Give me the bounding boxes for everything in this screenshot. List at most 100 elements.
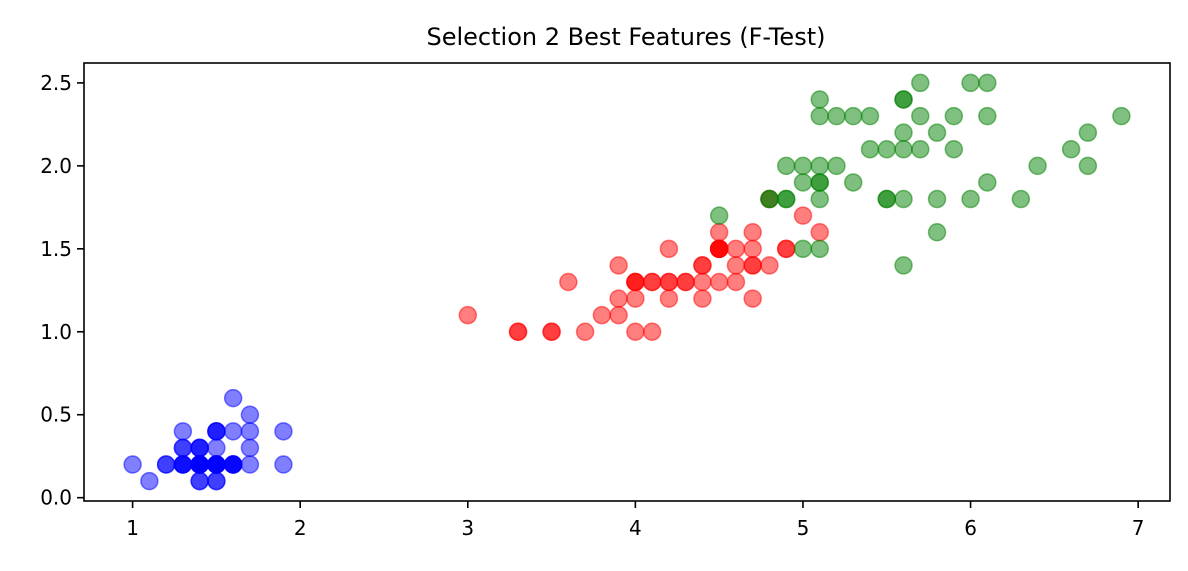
data-point	[207, 422, 226, 441]
data-point	[844, 106, 863, 126]
data-point	[860, 106, 880, 126]
data-point	[726, 272, 746, 292]
data-point	[760, 189, 779, 209]
y-tick-label: 2.0	[40, 154, 72, 178]
data-point	[810, 90, 829, 109]
data-point	[240, 455, 260, 474]
y-tick-label: 1.0	[40, 320, 72, 344]
data-point	[793, 173, 813, 192]
data-point	[609, 289, 628, 308]
data-point	[793, 206, 813, 225]
data-point	[190, 471, 209, 491]
data-point	[894, 256, 913, 275]
data-point	[894, 123, 913, 142]
x-tick-label: 4	[629, 516, 642, 540]
data-point	[978, 106, 997, 126]
data-point	[726, 256, 746, 275]
data-point	[860, 140, 880, 159]
data-point	[274, 455, 293, 474]
data-point	[140, 471, 159, 491]
x-tick-label: 6	[964, 516, 977, 540]
data-point	[911, 106, 930, 126]
data-point	[1078, 123, 1098, 142]
data-point	[1078, 156, 1098, 176]
data-point	[1028, 156, 1047, 176]
x-tick-label: 3	[461, 516, 474, 540]
data-point	[894, 189, 913, 209]
data-point	[693, 272, 712, 292]
data-point	[659, 289, 679, 308]
data-point	[810, 222, 829, 242]
data-point	[911, 140, 930, 159]
data-point	[609, 256, 628, 275]
data-point	[207, 455, 226, 474]
x-tick-label: 2	[294, 516, 307, 540]
data-point	[793, 156, 813, 176]
data-point	[223, 455, 243, 474]
data-point	[743, 222, 762, 242]
x-tick-label: 1	[126, 516, 139, 540]
data-point	[190, 438, 209, 458]
data-point	[190, 455, 209, 474]
data-point	[659, 239, 679, 259]
data-point	[173, 438, 193, 458]
data-point	[575, 322, 595, 342]
data-point	[709, 206, 729, 225]
data-point	[810, 189, 829, 209]
data-point	[927, 123, 947, 142]
data-point	[240, 422, 260, 441]
data-point	[156, 455, 176, 474]
data-point	[793, 239, 813, 259]
data-point	[207, 471, 226, 491]
data-point	[844, 173, 863, 192]
data-point	[894, 90, 913, 109]
data-point	[709, 272, 729, 292]
data-point	[1011, 189, 1031, 209]
y-tick-label: 0.5	[40, 403, 72, 427]
data-point	[776, 189, 796, 209]
data-point	[626, 272, 645, 292]
data-point	[877, 189, 897, 209]
data-point	[743, 289, 762, 308]
points-layer	[123, 73, 1131, 491]
x-axis: 1 2 3 4 5 6 7	[126, 501, 1145, 540]
data-point	[978, 173, 997, 192]
y-tick-label: 1.5	[40, 237, 72, 261]
data-point	[458, 305, 478, 325]
y-axis: 0.0 0.5 1.0 1.5 2.0 2.5	[40, 71, 84, 510]
data-point	[626, 322, 645, 342]
data-point	[240, 438, 260, 458]
y-tick-label: 0.0	[40, 486, 72, 510]
data-point	[743, 256, 762, 275]
data-point	[240, 405, 260, 424]
data-point	[944, 140, 964, 159]
data-point	[1061, 140, 1081, 159]
data-point	[626, 289, 645, 308]
data-point	[609, 305, 628, 325]
data-point	[123, 455, 142, 474]
data-point	[642, 272, 662, 292]
data-point	[927, 189, 947, 209]
data-point	[776, 239, 796, 259]
data-point	[676, 272, 695, 292]
data-point	[894, 140, 913, 159]
x-tick-label: 5	[797, 516, 810, 540]
data-point	[592, 305, 612, 325]
plot-frame	[83, 62, 1171, 502]
data-point	[223, 388, 243, 408]
data-point	[173, 455, 193, 474]
data-point	[810, 156, 829, 176]
data-point	[978, 73, 997, 93]
data-point	[776, 156, 796, 176]
data-point	[659, 272, 679, 292]
data-point	[877, 140, 897, 159]
data-point	[1112, 106, 1131, 126]
data-point	[743, 239, 762, 259]
data-point	[559, 272, 578, 292]
y-tick-label: 2.5	[40, 71, 72, 95]
data-point	[927, 222, 947, 242]
data-point	[709, 222, 729, 242]
data-point	[810, 239, 829, 259]
data-point	[810, 173, 829, 192]
